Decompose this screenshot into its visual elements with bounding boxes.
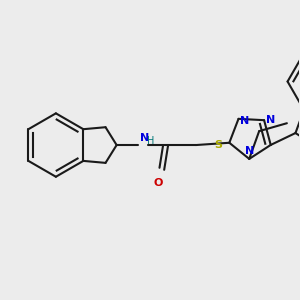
Text: N: N	[241, 116, 250, 126]
Text: H: H	[147, 136, 155, 146]
Text: N: N	[266, 115, 275, 125]
Text: N: N	[244, 146, 254, 156]
Text: O: O	[154, 178, 163, 188]
Text: S: S	[214, 140, 222, 150]
Text: N: N	[140, 133, 150, 143]
